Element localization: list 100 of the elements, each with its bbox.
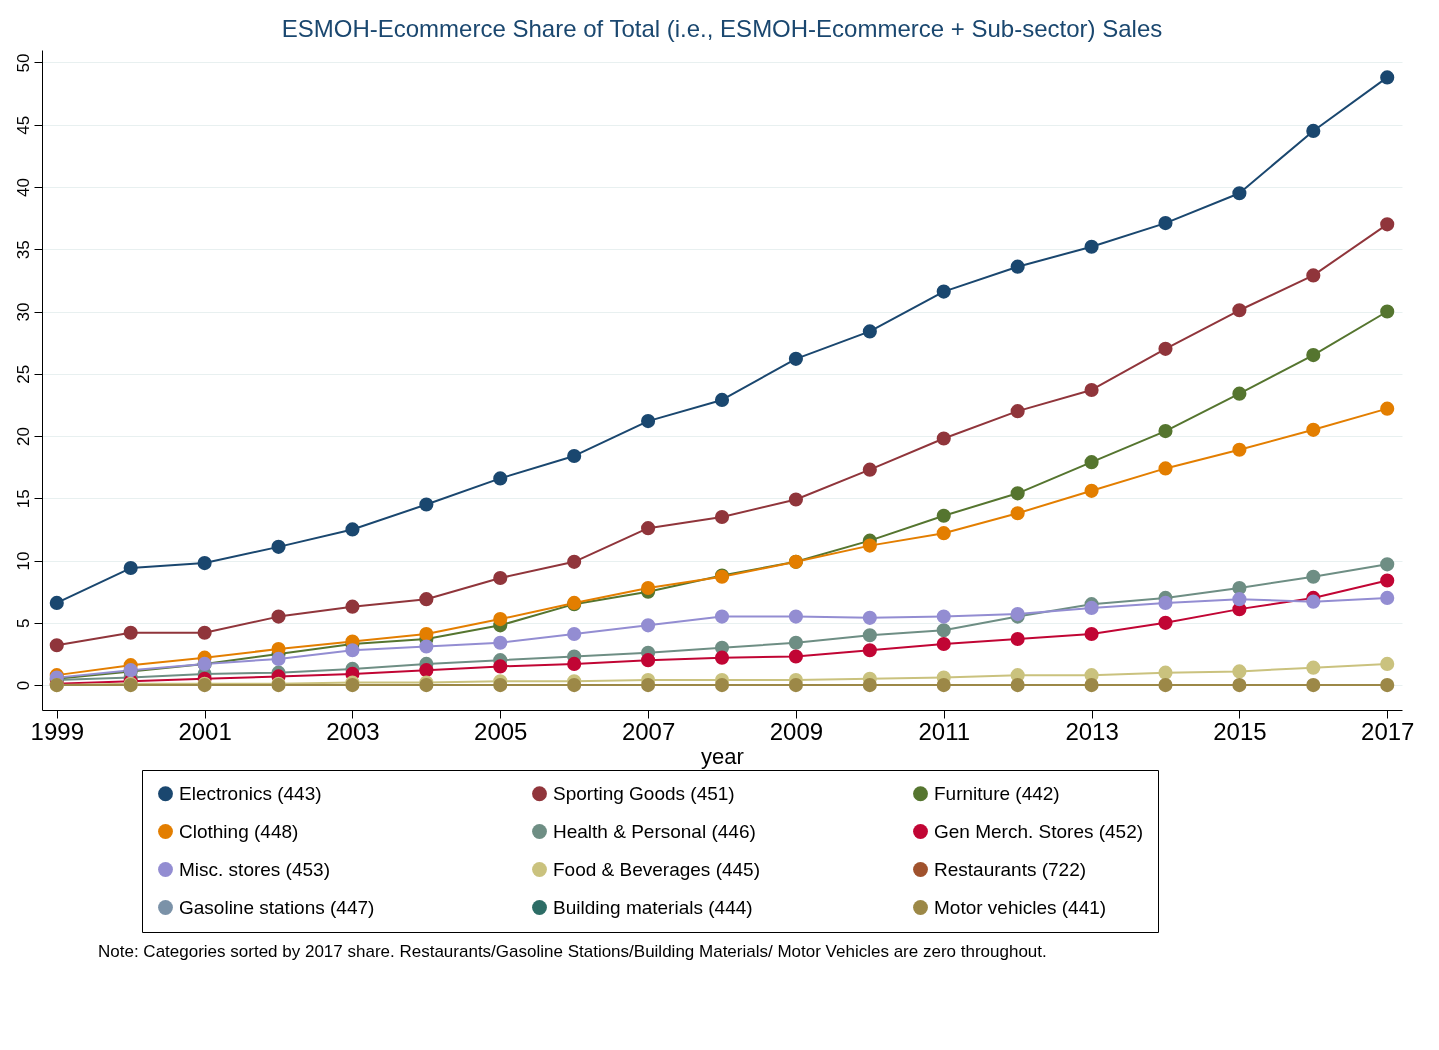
legend-label: Motor vehicles (441): [934, 896, 1107, 918]
point: [271, 609, 286, 624]
point: [419, 663, 434, 678]
point: [788, 351, 803, 366]
point: [345, 599, 360, 614]
y-tick-label: 50: [13, 53, 33, 73]
y-tick-label: 0: [13, 680, 33, 691]
point: [714, 509, 730, 525]
point: [567, 656, 582, 671]
point: [1232, 303, 1247, 318]
point: [419, 639, 434, 654]
point: [936, 623, 951, 638]
x-tick-label: 2001: [178, 717, 232, 745]
point: [714, 392, 730, 407]
point: [1084, 483, 1099, 498]
point: [493, 635, 508, 650]
point: [567, 626, 582, 642]
point: [1306, 678, 1321, 693]
legend-label: Sporting Goods (451): [553, 782, 735, 804]
point: [936, 526, 951, 541]
point: [493, 659, 508, 674]
point: [862, 678, 877, 693]
x-tick-label: 2013: [1065, 717, 1119, 745]
point: [714, 678, 730, 693]
point: [1232, 186, 1247, 201]
y-tick-label: 20: [13, 427, 33, 446]
point: [641, 618, 656, 633]
point: [493, 471, 508, 486]
y-tick-label: 10: [13, 551, 33, 571]
point: [345, 643, 360, 658]
text: Note: Categories sorted by 2017 share. Restaurants/Gasoline Stations/Building Materials/ Motor Vehicles are zero throughout.: [98, 942, 1048, 962]
point: [1010, 259, 1025, 274]
point: [1158, 615, 1173, 630]
point: [493, 678, 508, 693]
point: [936, 508, 951, 523]
point: [862, 628, 877, 643]
point: [419, 626, 434, 642]
point: [1084, 239, 1099, 254]
point: [1084, 455, 1099, 470]
point: [567, 448, 582, 464]
chart-title: ESMOH-Ecommerce Share of Total (i.e., ESMOH-Ecommerce + Sub-sector) Sales: [281, 15, 1163, 42]
x-tick-label: 2003: [326, 717, 380, 745]
point: [936, 284, 951, 299]
legend-label: Building materials (444): [553, 896, 753, 918]
point: [1306, 123, 1321, 138]
point: [345, 522, 360, 537]
point: [862, 462, 877, 477]
point: [419, 592, 434, 607]
point: [567, 554, 582, 569]
point: [714, 650, 730, 665]
legend-label: Furniture (442): [934, 782, 1060, 804]
point: [1010, 631, 1025, 647]
point: [936, 636, 951, 652]
point: [1010, 404, 1025, 419]
x-tick-label: 1999: [30, 717, 84, 745]
point: [271, 539, 286, 554]
y-tick-label: 15: [13, 489, 33, 509]
x-tick-label: 2009: [769, 717, 824, 745]
point: [1306, 348, 1321, 363]
legend-label: Clothing (448): [179, 820, 299, 842]
point: [1380, 401, 1395, 416]
point: [1306, 660, 1321, 675]
point: [862, 538, 877, 553]
x-tick-label: 2015: [1213, 717, 1267, 745]
x-tick-label: 2007: [621, 717, 676, 745]
point: [788, 635, 803, 650]
point: [1010, 506, 1025, 521]
point: [1232, 664, 1247, 679]
point: [567, 678, 582, 693]
point: [862, 610, 877, 625]
point: [493, 570, 508, 586]
point: [1232, 442, 1247, 457]
legend-label: Food & Beverages (445): [553, 858, 761, 880]
y-tick-label: 35: [13, 240, 33, 260]
legend-label: Misc. stores (453): [179, 858, 330, 880]
point: [1084, 382, 1099, 398]
point: [1306, 268, 1321, 283]
point: [641, 521, 656, 536]
point: [49, 595, 64, 610]
point: [714, 609, 730, 624]
point: [1158, 461, 1173, 476]
y-tick-label: 25: [13, 364, 33, 384]
point: [1232, 678, 1247, 693]
point: [493, 612, 508, 627]
point: [1380, 557, 1395, 572]
x-tick-label: 2005: [474, 717, 528, 745]
point: [123, 625, 138, 640]
point: [1306, 422, 1321, 437]
x-axis-title: year: [701, 743, 744, 769]
point: [197, 625, 212, 640]
point: [123, 560, 138, 576]
point: [1380, 656, 1395, 671]
point: [1010, 486, 1025, 501]
point: [1158, 216, 1173, 231]
point: [1380, 304, 1395, 319]
legend-label: Electronics (443): [179, 782, 322, 804]
point: [788, 492, 803, 507]
point: [197, 556, 212, 571]
point: [419, 497, 434, 512]
point: [1158, 341, 1173, 356]
